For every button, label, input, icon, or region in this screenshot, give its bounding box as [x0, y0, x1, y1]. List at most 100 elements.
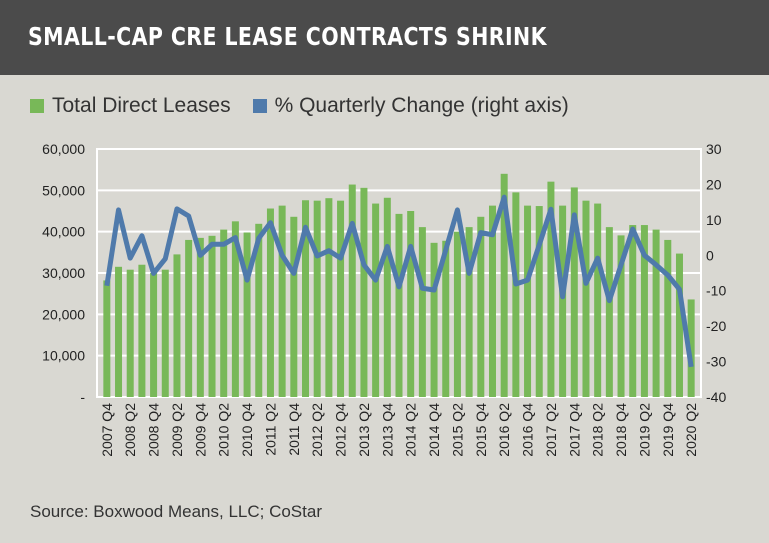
x-tick-label: 2012 Q4 [333, 403, 349, 457]
bar [337, 200, 345, 397]
x-tick-label: 2008 Q4 [146, 403, 162, 457]
x-tick-label: 2007 Q4 [99, 403, 115, 457]
bar [220, 229, 228, 397]
right-tick-label: 0 [706, 247, 714, 263]
bar [383, 197, 391, 397]
x-tick-label: 2015 Q2 [449, 403, 465, 457]
bar [559, 205, 567, 397]
bar [594, 203, 602, 397]
bar [185, 239, 193, 397]
bar [150, 273, 158, 397]
bar [407, 211, 415, 397]
legend-label: % Quarterly Change (right axis) [274, 94, 569, 117]
right-tick-label: -20 [706, 318, 726, 334]
bar [360, 187, 368, 397]
header-bar [0, 0, 769, 75]
bar [231, 221, 239, 397]
x-tick-label: 2010 Q2 [216, 403, 232, 457]
bar [115, 266, 123, 397]
bar [138, 264, 146, 397]
x-tick-label: 2019 Q2 [636, 403, 652, 457]
bar [465, 227, 473, 397]
right-tick-label: -40 [706, 389, 726, 405]
x-tick-label: 2018 Q2 [590, 403, 606, 457]
bar [161, 269, 169, 397]
bar [582, 200, 590, 397]
bar [103, 280, 111, 397]
bar [500, 173, 508, 397]
bar [325, 198, 333, 397]
bar [173, 254, 181, 397]
bar [395, 213, 403, 397]
bar [535, 206, 543, 397]
x-tick-label: 2016 Q2 [496, 403, 512, 457]
bar [278, 205, 286, 397]
bar [348, 184, 356, 397]
bar [453, 231, 461, 397]
x-tick-label: 2009 Q4 [192, 403, 208, 457]
x-tick-label: 2018 Q4 [613, 403, 629, 457]
legend: Total Direct Leases % Quarterly Change (… [30, 94, 591, 118]
bar [570, 187, 578, 397]
bar [418, 227, 426, 397]
x-tick-label: 2017 Q2 [543, 403, 559, 457]
legend-label: Total Direct Leases [52, 94, 231, 117]
bar [640, 225, 648, 397]
x-tick-label: 2008 Q2 [122, 403, 138, 457]
bar [266, 208, 274, 397]
bar [488, 205, 496, 397]
bar [675, 253, 683, 397]
left-tick-label: 40,000 [42, 224, 85, 240]
bar [302, 200, 310, 397]
bar [477, 216, 485, 397]
x-tick-label: 2016 Q4 [520, 403, 536, 457]
bar [547, 181, 555, 397]
bar [243, 232, 251, 397]
left-tick-label: 60,000 [42, 141, 85, 157]
x-tick-label: 2011 Q2 [262, 403, 278, 456]
right-tick-label: 30 [706, 141, 722, 157]
x-tick-label: 2010 Q4 [239, 403, 255, 457]
chart-title: SMALL-CAP CRE LEASE CONTRACTS SHRINK [28, 22, 547, 51]
x-tick-label: 2014 Q2 [403, 403, 419, 457]
bar [430, 242, 438, 397]
legend-swatch-green [30, 99, 44, 113]
legend-item-leases: Total Direct Leases [30, 94, 231, 118]
right-tick-label: 20 [706, 176, 722, 192]
x-tick-label: 2014 Q4 [426, 403, 442, 457]
x-tick-label: 2020 Q2 [683, 403, 699, 457]
left-tick-label: 50,000 [42, 182, 85, 198]
legend-swatch-blue [252, 99, 267, 113]
bar [126, 269, 134, 397]
source-note: Source: Boxwood Means, LLC; CoStar [30, 502, 322, 521]
x-tick-label: 2009 Q2 [169, 403, 185, 457]
x-tick-label: 2019 Q4 [660, 403, 676, 457]
bar [196, 237, 204, 397]
x-tick-label: 2013 Q2 [356, 403, 372, 457]
x-tick-label: 2015 Q4 [473, 403, 489, 457]
x-tick-label: 2011 Q4 [286, 403, 302, 456]
legend-item-change: % Quarterly Change (right axis) [252, 94, 569, 118]
x-tick-label: 2017 Q4 [566, 403, 582, 457]
bar [442, 240, 450, 397]
left-tick-label: - [80, 389, 85, 405]
bar [687, 299, 695, 397]
x-tick-label: 2013 Q4 [379, 403, 395, 457]
bar [208, 235, 216, 397]
x-tick-label: 2012 Q2 [309, 403, 325, 457]
bar [524, 205, 532, 397]
bar [255, 223, 263, 397]
right-tick-label: -10 [706, 283, 726, 299]
bar [512, 192, 520, 397]
left-tick-label: 20,000 [42, 306, 85, 322]
bar [664, 239, 672, 397]
right-tick-label: -30 [706, 354, 726, 370]
left-tick-label: 10,000 [42, 348, 85, 364]
bar [617, 235, 625, 397]
right-tick-label: 10 [706, 212, 722, 228]
bar [629, 225, 637, 397]
bar [290, 216, 298, 397]
left-tick-label: 30,000 [42, 265, 85, 281]
bar [605, 227, 613, 397]
